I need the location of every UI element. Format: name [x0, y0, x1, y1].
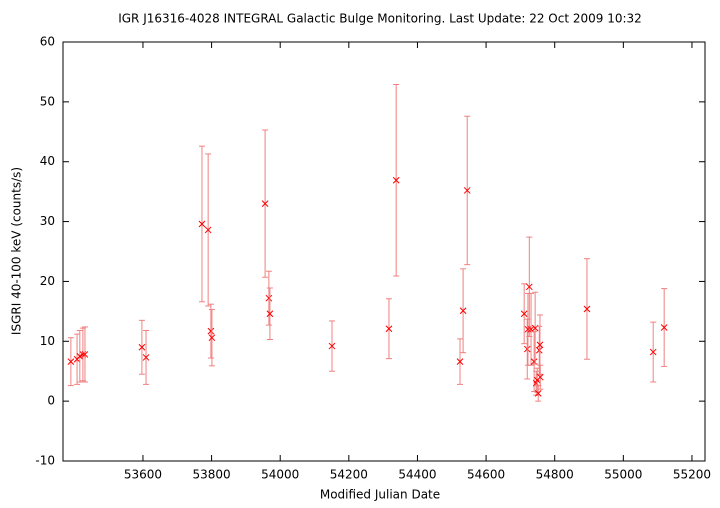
x-tick-label: 55000 [604, 468, 642, 482]
point [463, 187, 471, 194]
point [534, 390, 542, 397]
point [204, 226, 212, 234]
point [265, 294, 273, 302]
point [523, 345, 531, 353]
y-tick-label: 20 [40, 274, 55, 288]
point [536, 341, 544, 349]
point [456, 358, 464, 365]
point [207, 327, 215, 335]
point [459, 307, 467, 315]
point [328, 342, 336, 350]
point [67, 358, 75, 365]
point [524, 325, 532, 333]
x-tick-label: 54800 [536, 468, 574, 482]
point [660, 324, 668, 331]
x-axis-label: Modified Julian Date [320, 488, 440, 502]
point [536, 373, 544, 381]
point [76, 352, 84, 360]
x-tick-label: 55200 [673, 468, 711, 482]
point [208, 334, 216, 342]
x-tick-label: 54000 [261, 468, 299, 482]
y-tick-label: 40 [40, 154, 55, 168]
point [392, 176, 400, 184]
chart-title: IGR J16316-4028 INTEGRAL Galactic Bulge … [118, 12, 642, 26]
point [266, 310, 274, 318]
y-tick-label: -10 [35, 454, 55, 468]
y-tick-label: 50 [40, 94, 55, 108]
plot-border [62, 41, 706, 462]
y-tick-label: 10 [40, 334, 55, 348]
x-tick-label: 54400 [398, 468, 436, 482]
point [583, 305, 591, 313]
x-tick-label: 53600 [124, 468, 162, 482]
point [520, 310, 528, 318]
y-tick-label: 60 [40, 35, 55, 49]
y-tick-label: 30 [40, 214, 55, 228]
y-tick-label: 0 [47, 394, 55, 408]
y-axis-label: ISGRI 40-100 keV (counts/s) [10, 167, 24, 335]
point [261, 200, 269, 207]
point [198, 220, 206, 228]
point [525, 283, 533, 291]
point [138, 343, 146, 351]
point [81, 351, 89, 358]
point [385, 325, 393, 333]
x-tick-label: 53800 [192, 468, 230, 482]
point [535, 346, 543, 354]
point [142, 354, 150, 361]
x-tick-label: 54600 [467, 468, 505, 482]
x-tick-label: 54200 [330, 468, 368, 482]
point [649, 348, 657, 356]
